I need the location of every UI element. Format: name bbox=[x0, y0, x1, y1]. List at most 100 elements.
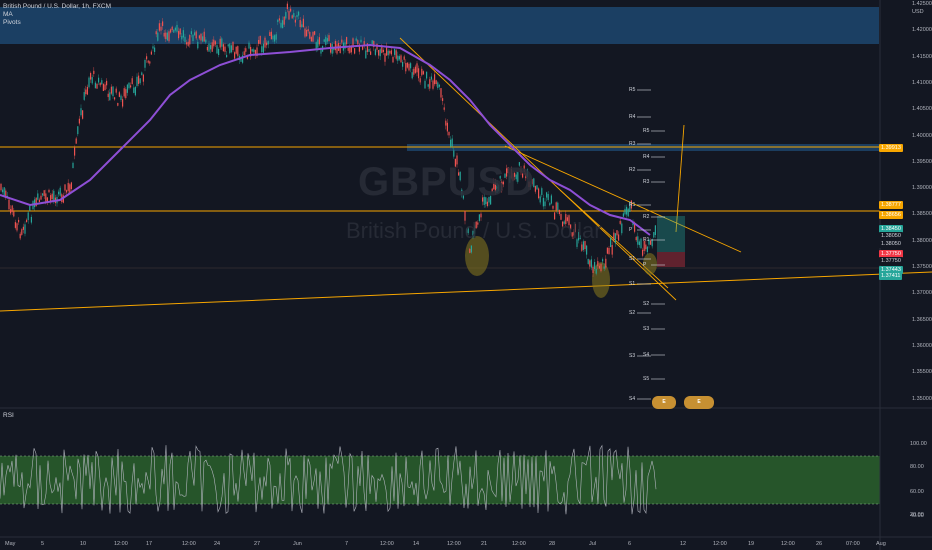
candle-body bbox=[43, 190, 45, 197]
price-tick-label: 1.37000 bbox=[912, 290, 932, 297]
candle-body bbox=[264, 37, 266, 48]
candle-body bbox=[350, 45, 352, 53]
candle-body bbox=[592, 266, 594, 274]
candle-body bbox=[131, 78, 133, 85]
candle-body bbox=[339, 45, 341, 54]
event-badge-2[interactable]: E bbox=[684, 396, 714, 409]
candle-body bbox=[602, 259, 604, 262]
candle-body bbox=[296, 15, 298, 18]
candle-body bbox=[203, 31, 205, 42]
candle-body bbox=[638, 241, 640, 246]
candle-body bbox=[512, 173, 514, 181]
legend-pivots[interactable]: Pivots bbox=[3, 19, 21, 26]
candle-body bbox=[427, 84, 429, 87]
candle-body bbox=[179, 28, 181, 35]
candle-body bbox=[336, 44, 338, 54]
candle-body bbox=[309, 31, 311, 39]
price-tick-label: 1.37500 bbox=[912, 264, 932, 270]
time-tick-label: 28 bbox=[549, 541, 556, 547]
candle-body bbox=[21, 229, 23, 235]
candle-body bbox=[194, 32, 196, 36]
candle-body bbox=[334, 41, 336, 51]
candle-body bbox=[232, 41, 234, 51]
candle-body bbox=[354, 48, 356, 54]
chart-legend: British Pound / U.S. Dollar, 1h, FXCM MA… bbox=[3, 3, 111, 27]
candle-body bbox=[202, 36, 204, 42]
candle-body bbox=[331, 43, 333, 54]
candle-body bbox=[478, 214, 480, 221]
candle-body bbox=[384, 53, 386, 62]
pivot-levels bbox=[637, 89, 665, 400]
candle-body bbox=[250, 46, 252, 57]
currency-label: USD bbox=[912, 9, 924, 15]
legend-title[interactable]: British Pound / U.S. Dollar, 1h, FXCM bbox=[3, 3, 112, 10]
candle-body bbox=[307, 29, 309, 32]
candle-body bbox=[320, 48, 322, 54]
candle-body bbox=[278, 18, 280, 21]
candle-body bbox=[96, 83, 98, 89]
candle-body bbox=[78, 118, 80, 124]
price-axis[interactable]: USD bbox=[880, 0, 932, 550]
rsi-legend[interactable]: RSI bbox=[3, 412, 14, 419]
price-tick-label: 1.40500 bbox=[912, 106, 932, 113]
candle-body bbox=[272, 35, 274, 40]
candle-body bbox=[138, 75, 140, 84]
candle-body bbox=[608, 248, 610, 255]
candle-body bbox=[451, 138, 453, 147]
pivot-label: S5 bbox=[643, 376, 650, 382]
price-tick-label: 1.39000 bbox=[912, 185, 932, 192]
candle-body bbox=[387, 50, 389, 56]
legend-ma[interactable]: MA bbox=[3, 11, 13, 18]
candle-body bbox=[69, 184, 71, 193]
price-tick-label: 1.41500 bbox=[912, 53, 932, 60]
candle-body bbox=[642, 249, 644, 256]
candle-body bbox=[634, 222, 636, 232]
candle-body bbox=[528, 181, 530, 187]
candle-body bbox=[413, 68, 415, 75]
candle-body bbox=[288, 11, 290, 20]
time-tick-label: 26 bbox=[816, 541, 823, 547]
candle-body bbox=[190, 31, 192, 35]
candle-body bbox=[646, 246, 648, 253]
time-tick-label: 12:00 bbox=[380, 541, 394, 547]
candle-body bbox=[424, 80, 426, 89]
candle-body bbox=[635, 237, 637, 241]
candle-body bbox=[374, 49, 376, 55]
candle-body bbox=[168, 31, 170, 42]
candle-body bbox=[10, 209, 12, 214]
candle-body bbox=[648, 239, 650, 245]
candle-body bbox=[624, 208, 626, 215]
candle-body bbox=[523, 165, 525, 172]
candle-body bbox=[590, 259, 592, 268]
candle-body bbox=[149, 61, 151, 64]
candle-body bbox=[578, 232, 580, 241]
symbol-watermark: GBPUSD bbox=[358, 160, 536, 204]
pivot-label: R4 bbox=[643, 154, 650, 160]
time-tick-label: 12:00 bbox=[447, 541, 461, 547]
candle-body bbox=[290, 8, 292, 12]
candle-body bbox=[192, 34, 194, 41]
event-badge-1[interactable]: E bbox=[652, 396, 676, 409]
pivot-label: R1 bbox=[629, 202, 636, 208]
candle-body bbox=[198, 35, 200, 39]
candle-body bbox=[595, 268, 597, 274]
candle-body bbox=[597, 261, 599, 267]
long-position-stop bbox=[657, 252, 685, 267]
candle-body bbox=[613, 232, 615, 240]
candle-body bbox=[19, 233, 21, 239]
candle-body bbox=[562, 221, 564, 227]
candle-body bbox=[306, 30, 308, 37]
candle-body bbox=[59, 187, 61, 196]
price-tick-label: 1.41000 bbox=[912, 79, 932, 86]
candle-body bbox=[246, 56, 248, 59]
candle-body bbox=[35, 197, 37, 207]
candle-body bbox=[373, 41, 375, 48]
candle-body bbox=[326, 38, 328, 42]
candle-body bbox=[282, 20, 284, 29]
candle-body bbox=[434, 74, 436, 85]
candle-body bbox=[144, 59, 146, 68]
pivot-label: S1 bbox=[629, 256, 636, 262]
candle-body bbox=[445, 120, 447, 126]
candle-body bbox=[269, 32, 271, 36]
